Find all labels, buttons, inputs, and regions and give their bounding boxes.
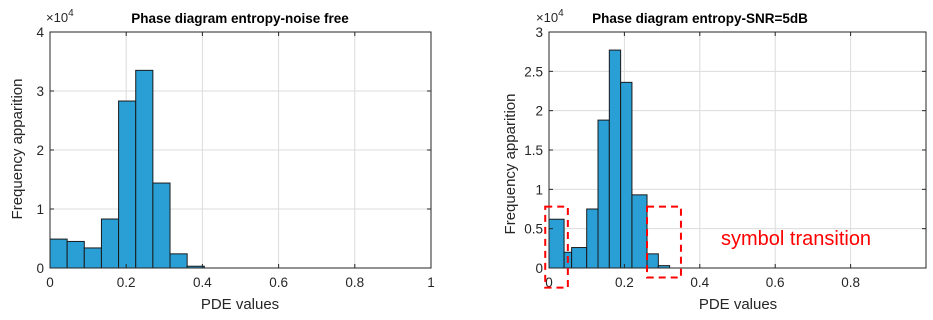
histogram-bar (135, 69, 154, 269)
histogram-bar (586, 208, 599, 269)
y-tick-label: 0.5 (524, 222, 543, 237)
histogram-bar (631, 194, 648, 269)
histogram-snr-5db: Phase diagram entropy-SNR=5dB ×104 PDE v… (502, 8, 927, 313)
chart-title: Phase diagram entropy-SNR=5dB (592, 11, 808, 26)
axis-multiplier: ×104 (46, 8, 74, 25)
y-tick-label: 2 (36, 143, 44, 158)
plot-area: 0 0.2 0.4 0.6 0.8 1 0 1 2 3 4 (36, 25, 434, 290)
y-tick-label: 3 (36, 84, 44, 99)
y-tick-label: 0 (535, 261, 543, 276)
histogram-bar (118, 100, 137, 269)
chart-title: Phase diagram entropy-noise free (131, 11, 349, 26)
x-tick-label: 0.8 (345, 275, 364, 290)
histogram-bar (620, 81, 633, 269)
axis-multiplier: ×104 (536, 8, 564, 25)
y-tick-label: 0 (36, 261, 44, 276)
histogram-bar (49, 238, 68, 269)
histogram-bar (83, 247, 102, 269)
x-tick-label: 0.6 (269, 275, 288, 290)
y-tick-label: 1.5 (524, 143, 543, 158)
y-tick-label: 4 (36, 25, 44, 40)
y-tick-label: 1 (36, 202, 44, 217)
histogram-bar (152, 182, 171, 269)
histogram-bar (571, 247, 588, 269)
y-axis-label: Frequency apparition (502, 94, 519, 235)
histogram-bar (608, 49, 622, 269)
x-tick-label: 0.4 (690, 275, 709, 290)
y-tick-label: 1 (535, 182, 543, 197)
y-tick-label: 3 (535, 25, 543, 40)
x-tick-label: 0 (46, 275, 54, 290)
x-axis-label: PDE values (201, 296, 279, 313)
x-tick-label: 0.2 (117, 275, 136, 290)
y-axis-label: Frequency apparition (9, 79, 26, 220)
x-tick-label: 0.2 (615, 275, 634, 290)
y-tick-label: 2.5 (524, 64, 543, 79)
x-tick-label: 1 (427, 275, 435, 290)
histogram-bar (169, 253, 188, 269)
x-tick-label: 0.4 (193, 275, 212, 290)
x-tick-label: 0.6 (766, 275, 785, 290)
x-axis-label: PDE values (699, 296, 777, 313)
annotation-dashed-box (544, 205, 569, 289)
x-tick-label: 0 (545, 275, 553, 290)
histogram-bar (548, 218, 565, 269)
histogram-bar (646, 253, 659, 269)
symbol-transition-annotation: symbol transition (721, 228, 871, 250)
x-tick-label: 0.8 (841, 275, 860, 290)
histogram-bar (100, 218, 120, 269)
histogram-bar (66, 240, 85, 269)
annotation-dashed-box (646, 205, 682, 279)
histogram-noise-free: Phase diagram entropy-noise free ×104 PD… (9, 8, 435, 313)
histogram-bar (597, 119, 610, 269)
y-tick-label: 2 (535, 104, 543, 119)
plot-area: 0 0.2 0.4 0.6 0.8 0 0.5 1 1.5 2 2.5 3 (524, 25, 927, 290)
